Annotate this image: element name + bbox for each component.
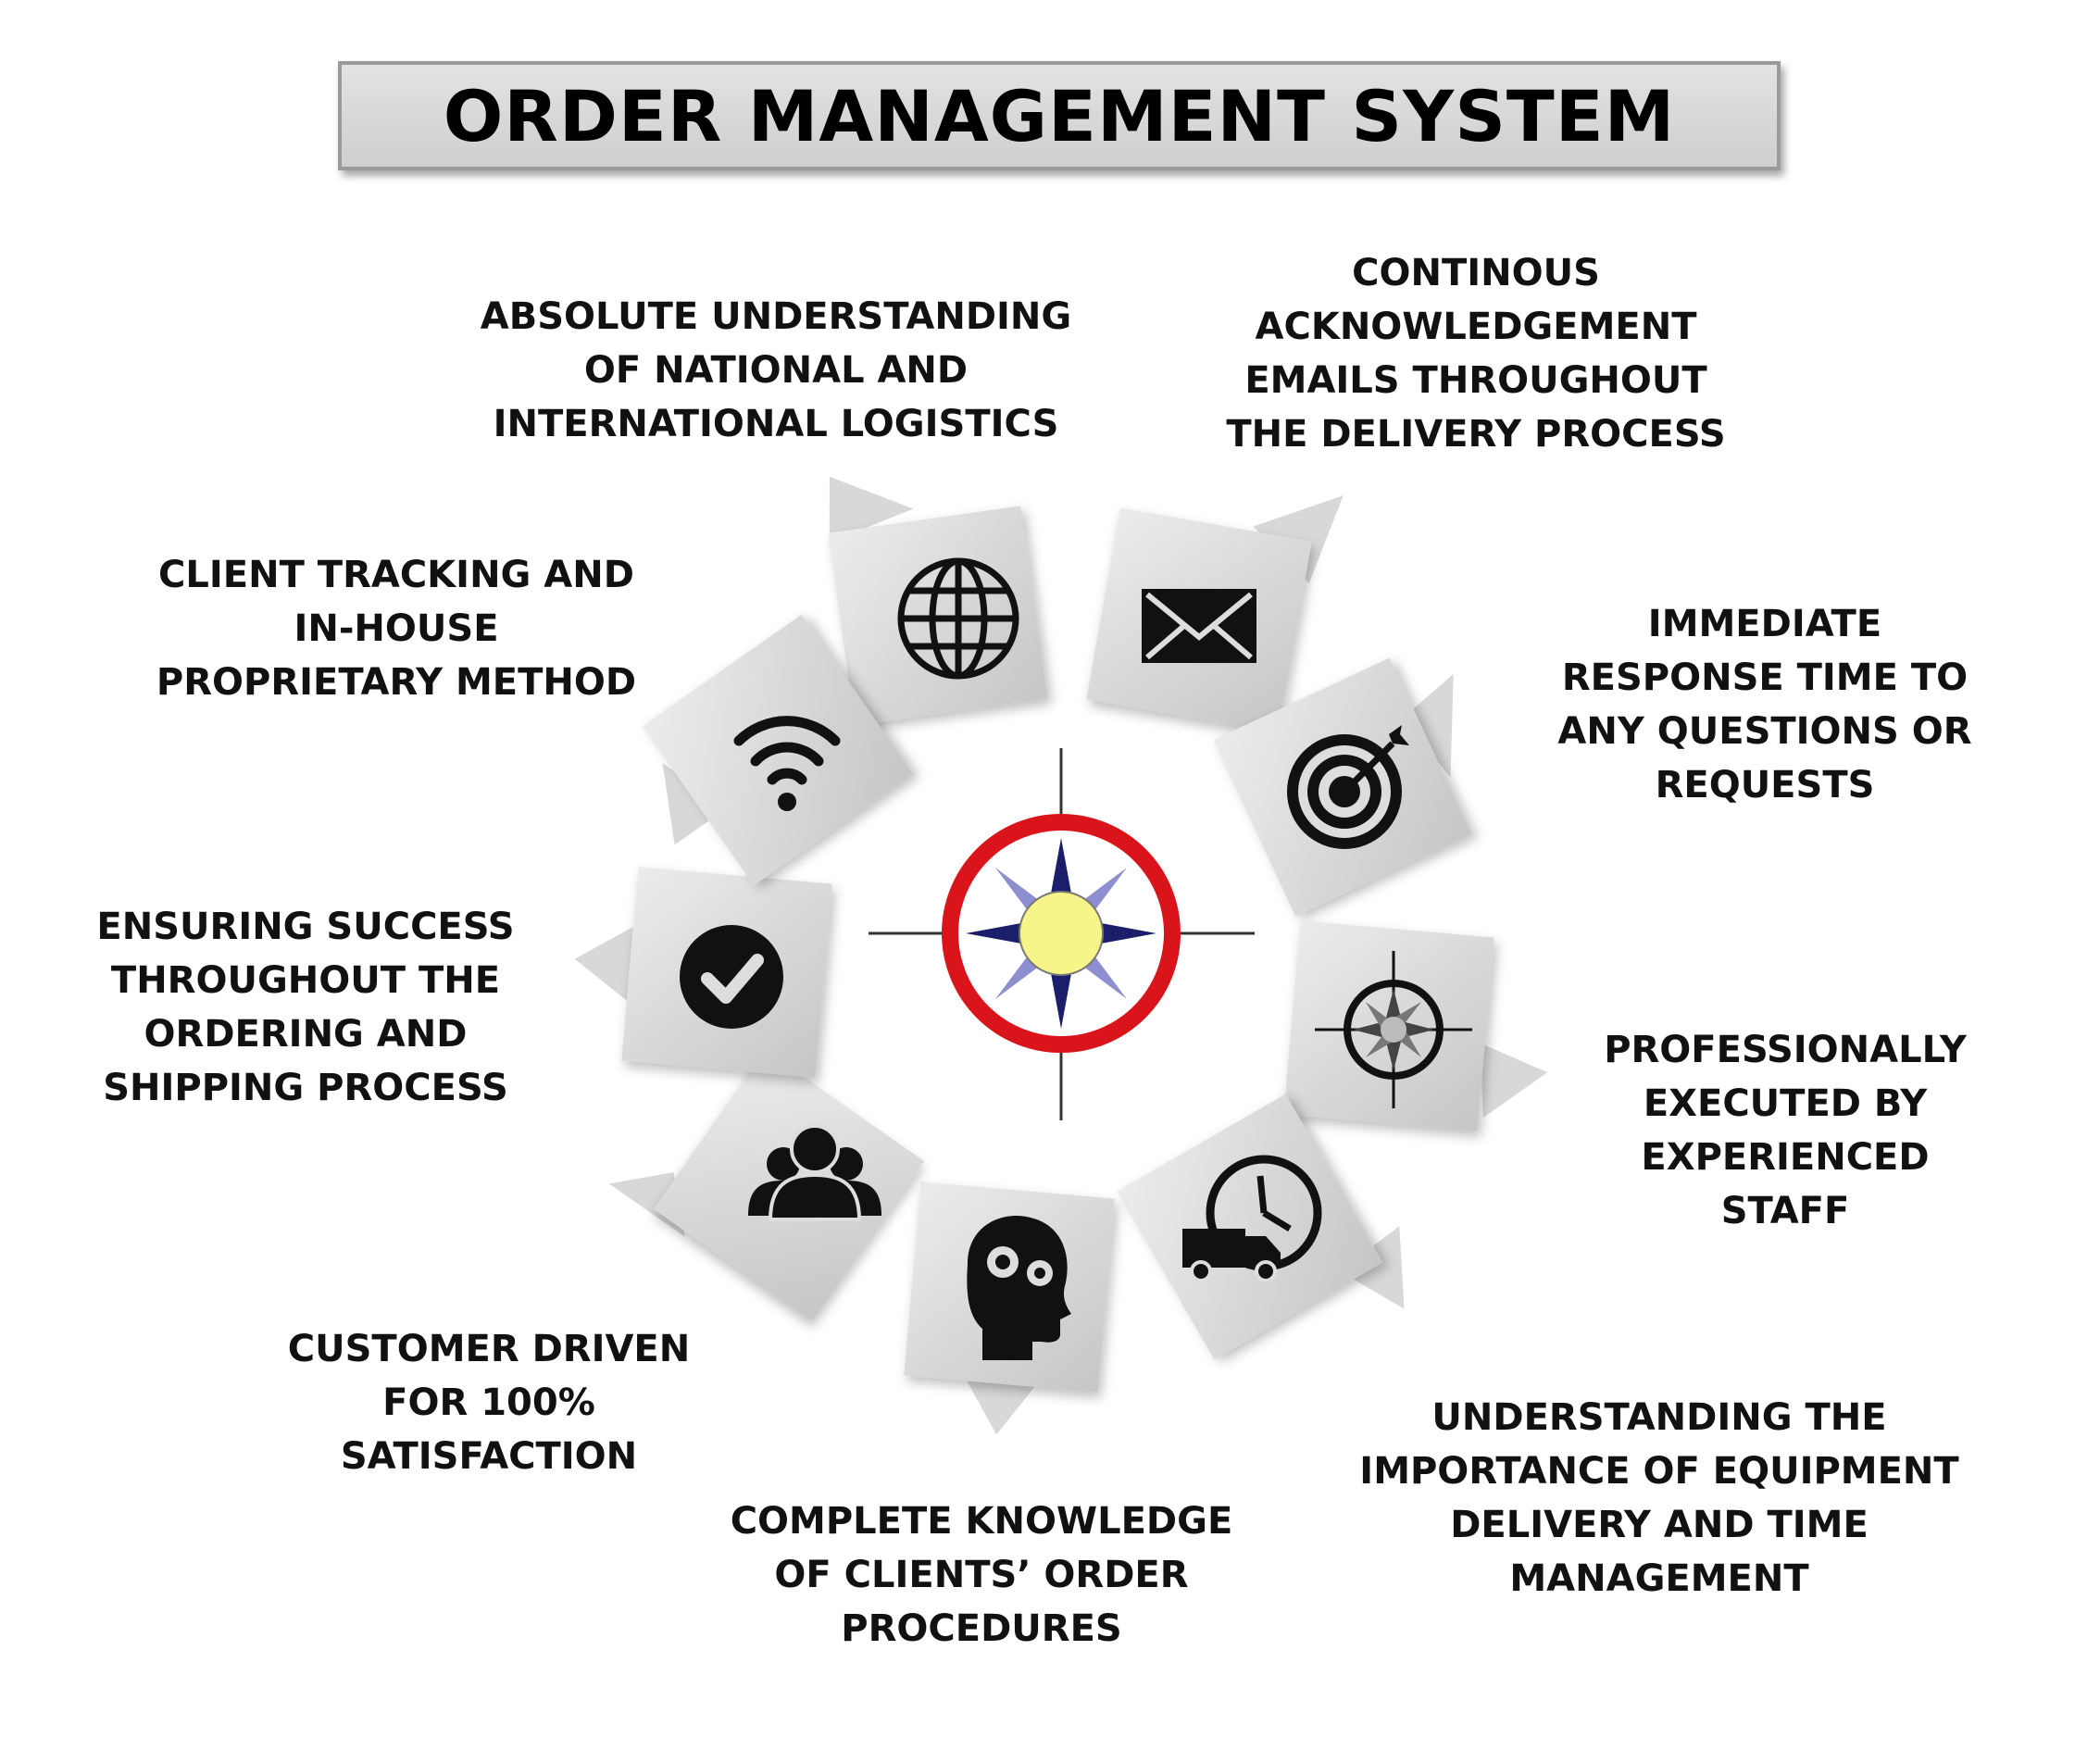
globe-icon bbox=[897, 557, 1019, 680]
people-icon bbox=[748, 1124, 881, 1221]
label-client-tracking: CLIENT TRACKING AND IN-HOUSE PROPRIETARY M… bbox=[156, 554, 637, 704]
tile-clock-van bbox=[1117, 1094, 1405, 1360]
label-equipment-delivery: UNDERSTANDING THE IMPORTANCE OF EQUIPMENT… bbox=[1359, 1396, 1959, 1600]
wifi-icon bbox=[733, 716, 841, 811]
target-icon bbox=[1287, 725, 1409, 849]
clock-van-icon bbox=[1182, 1155, 1322, 1282]
label-order-procedures: COMPLETE KNOWLEDGE OF CLIENTS’ ORDER PROCE… bbox=[730, 1500, 1233, 1650]
label-experienced-staff: PROFESSIONALLY EXECUTED BY EXPERIENCED STAF… bbox=[1604, 1029, 1967, 1232]
hub-compass bbox=[869, 748, 1255, 1120]
compass-icon bbox=[1315, 951, 1472, 1108]
checkmark-icon bbox=[680, 925, 783, 1029]
label-logistics: ABSOLUTE UNDERSTANDING OF NATIONAL AND INT… bbox=[480, 295, 1072, 445]
page-title: ORDER MANAGEMENT SYSTEM bbox=[443, 74, 1676, 157]
label-customer-driven: CUSTOMER DRIVEN FOR 100% SATISFACTION bbox=[287, 1328, 691, 1478]
title-banner: ORDER MANAGEMENT SYSTEM bbox=[338, 61, 1781, 170]
head-gears-icon bbox=[967, 1216, 1071, 1360]
label-ensuring-success: ENSURING SUCCESS THROUGHOUT THE ORDERING A… bbox=[96, 906, 515, 1109]
envelope-icon bbox=[1142, 589, 1256, 663]
label-response-time: IMMEDIATE RESPONSE TIME TO ANY QUESTIONS O… bbox=[1557, 603, 1972, 806]
label-acknowledgement: CONTINOUS ACKNOWLEDGEMENT EMAILS THROUGHOU… bbox=[1226, 252, 1726, 456]
